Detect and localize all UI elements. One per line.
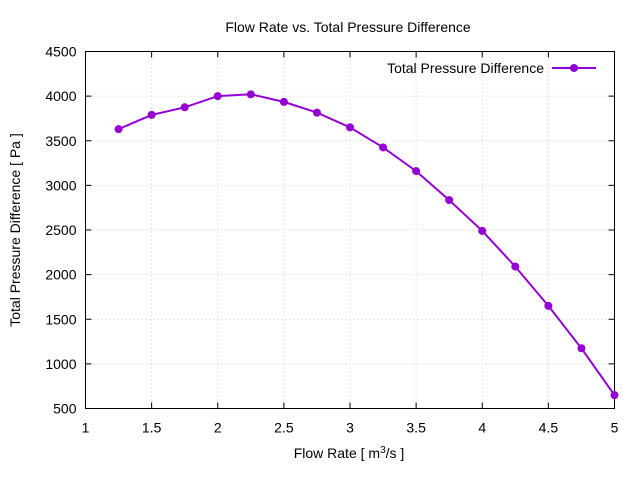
axis-ticks: [85, 51, 615, 409]
data-point: [511, 262, 520, 271]
x-tick-label: 1: [82, 420, 90, 436]
x-tick-label: 3: [346, 420, 354, 436]
x-axis-title: Flow Rate [ m3/s ]: [294, 445, 405, 462]
legend-marker: [570, 64, 578, 72]
data-point: [213, 92, 222, 101]
data-point: [379, 143, 388, 152]
data-point: [114, 125, 123, 134]
data-point: [246, 90, 255, 99]
series-line: [118, 93, 616, 396]
x-tick-label: 2.5: [274, 420, 294, 436]
data-point: [544, 301, 553, 310]
y-tick-labels: 500 1000 1500 2000 2500 3000 3500 4000 4500: [45, 44, 76, 417]
y-tick-label: 1000: [45, 356, 76, 372]
legend-label: Total Pressure Difference: [387, 60, 544, 76]
y-tick-label: 3500: [45, 133, 76, 149]
x-axis-title-suffix: /s ]: [386, 445, 405, 461]
x-tick-label: 2: [214, 420, 222, 436]
y-tick-label: 4000: [45, 88, 76, 104]
data-point: [279, 97, 288, 106]
data-point: [147, 110, 156, 119]
x-tick-label: 4: [478, 420, 486, 436]
data-point: [412, 167, 421, 176]
grid-lines: [85, 51, 615, 409]
y-tick-label: 500: [53, 401, 77, 417]
y-tick-label: 2000: [45, 267, 76, 283]
data-point: [445, 196, 454, 205]
y-tick-label: 1500: [45, 311, 76, 327]
data-point: [610, 391, 619, 400]
data-point: [577, 344, 586, 353]
x-tick-labels: 1 1.5 2 2.5 3 3.5 4 4.5 5: [82, 420, 619, 436]
data-point: [180, 103, 189, 112]
data-point: [478, 226, 487, 235]
chart-title: Flow Rate vs. Total Pressure Difference: [225, 19, 471, 35]
data-point: [346, 123, 354, 132]
x-tick-label: 4.5: [539, 420, 559, 436]
x-tick-label: 3.5: [406, 420, 426, 436]
y-tick-label: 2500: [45, 222, 76, 238]
x-tick-label: 5: [611, 420, 619, 436]
x-axis-title-superscript: 3: [380, 445, 386, 456]
y-tick-label: 4500: [45, 44, 76, 60]
series-layer: [114, 90, 619, 400]
y-axis-title: Total Pressure Difference [ Pa ]: [7, 133, 23, 327]
data-point: [312, 108, 321, 117]
x-axis-title-prefix: Flow Rate [ m: [294, 445, 380, 461]
legend: Total Pressure Difference: [387, 60, 596, 76]
x-tick-label: 1.5: [142, 420, 162, 436]
y-tick-label: 3000: [45, 177, 76, 193]
